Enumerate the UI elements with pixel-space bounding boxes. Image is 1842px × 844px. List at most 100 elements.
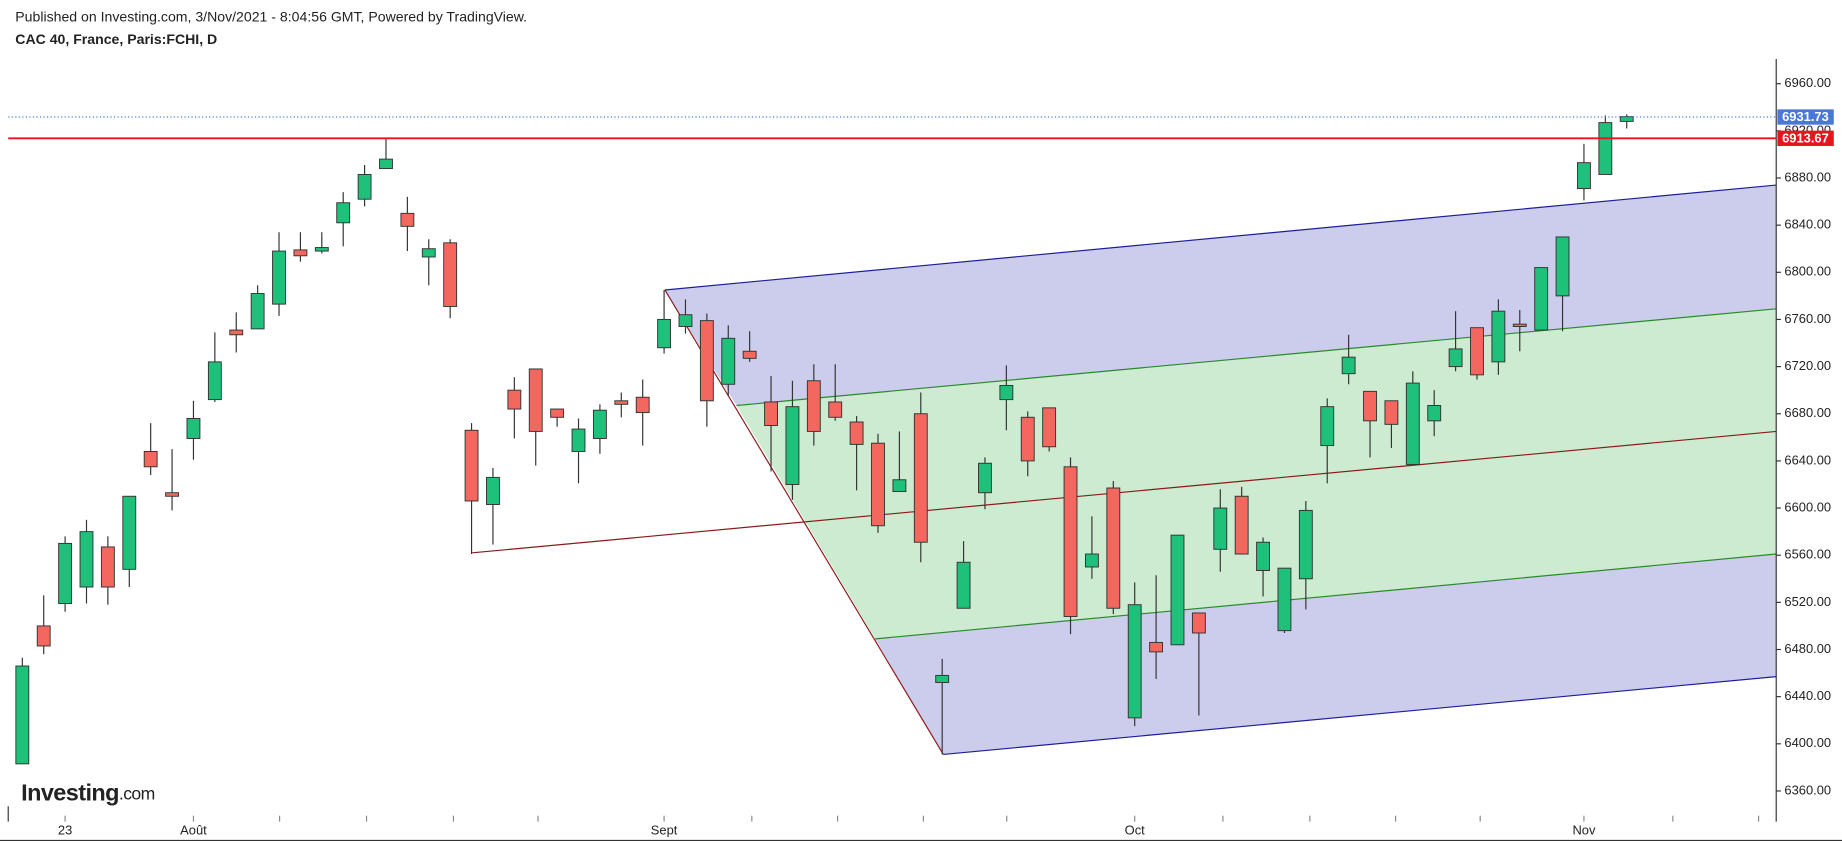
published-note: Published on Investing.com, 3/Nov/2021 -… bbox=[15, 8, 527, 24]
y-tick-label: 6840.00 bbox=[1784, 217, 1831, 232]
x-tick-label: Août bbox=[180, 822, 207, 837]
candle-body bbox=[507, 389, 522, 410]
candle-body bbox=[1084, 553, 1099, 568]
pitchfork-inner-line bbox=[736, 308, 1777, 407]
candle-body bbox=[250, 293, 265, 330]
candle-body bbox=[935, 674, 950, 683]
candle-body bbox=[357, 173, 372, 200]
candle-body bbox=[1127, 604, 1142, 719]
candles bbox=[15, 114, 1634, 765]
y-tick-label: 6640.00 bbox=[1784, 452, 1831, 467]
candle-body bbox=[1106, 487, 1121, 609]
candle-body bbox=[978, 462, 992, 494]
y-tick-label: 6520.00 bbox=[1784, 594, 1831, 609]
y-tick-label: 6560.00 bbox=[1784, 547, 1831, 562]
pitchfork-upper-line bbox=[664, 184, 1777, 291]
candle-body bbox=[999, 384, 1014, 401]
candle-body bbox=[1577, 162, 1591, 190]
y-tick-label: 6600.00 bbox=[1784, 499, 1831, 514]
candle-body bbox=[956, 561, 971, 609]
candle-body bbox=[165, 492, 179, 497]
candle-body bbox=[1149, 641, 1164, 653]
candle-body bbox=[806, 380, 821, 432]
candle-body bbox=[100, 546, 115, 588]
pitchfork-lower-line bbox=[943, 676, 1777, 756]
candle-body bbox=[528, 368, 543, 432]
candle-body bbox=[1491, 310, 1506, 363]
y-tick-label: 6760.00 bbox=[1784, 311, 1831, 326]
candle-body bbox=[15, 665, 30, 765]
candle-body bbox=[421, 248, 436, 258]
candle-body bbox=[742, 350, 757, 359]
candle-body bbox=[1277, 567, 1292, 632]
candle-body bbox=[186, 417, 201, 439]
candle-body bbox=[635, 396, 650, 414]
candle-body bbox=[1298, 509, 1313, 580]
candle-body bbox=[36, 625, 51, 647]
candle-body bbox=[892, 479, 907, 493]
candle-body bbox=[1512, 323, 1527, 327]
candle-body bbox=[1427, 405, 1442, 422]
logo: Investing.com bbox=[21, 780, 155, 806]
pitchfork-middle-zone bbox=[736, 308, 1777, 639]
candle-body bbox=[293, 249, 308, 257]
candle-body bbox=[592, 409, 607, 439]
candle-body bbox=[1320, 406, 1335, 447]
candle-body bbox=[871, 442, 885, 527]
candle-body bbox=[443, 242, 458, 307]
candle-body bbox=[1170, 534, 1185, 646]
candle-body bbox=[1405, 382, 1420, 465]
price-label-box bbox=[1777, 130, 1834, 146]
price-label-box bbox=[1777, 109, 1834, 125]
candle-body bbox=[207, 361, 222, 401]
pitchfork bbox=[472, 184, 1777, 756]
candle-body bbox=[764, 401, 778, 427]
candle-body bbox=[913, 413, 928, 543]
candle-body bbox=[58, 542, 73, 605]
candle-body bbox=[1234, 495, 1249, 555]
logo-name: Investing bbox=[21, 780, 119, 806]
y-tick-label: 6360.00 bbox=[1784, 782, 1831, 797]
candle-body bbox=[657, 318, 672, 349]
candle-body bbox=[122, 495, 137, 570]
candle-body bbox=[1448, 348, 1463, 368]
candle-body bbox=[1341, 356, 1356, 375]
price-label: 6913.67 bbox=[1782, 130, 1829, 145]
y-tick-label: 6440.00 bbox=[1784, 688, 1831, 703]
candle-body bbox=[1256, 541, 1270, 571]
candle-body bbox=[678, 314, 693, 327]
candle-body bbox=[550, 408, 565, 418]
x-tick-label: 23 bbox=[58, 822, 72, 837]
candle-body bbox=[1555, 236, 1570, 297]
candle-body bbox=[379, 158, 393, 170]
y-tick-label: 6720.00 bbox=[1784, 358, 1831, 373]
candle-body bbox=[314, 247, 329, 252]
candle-body bbox=[272, 250, 286, 305]
candle-body bbox=[1063, 466, 1078, 617]
candle-body bbox=[1020, 416, 1035, 462]
y-tick-label: 6480.00 bbox=[1784, 641, 1831, 656]
y-tick-label: 6680.00 bbox=[1784, 405, 1831, 420]
x-tick-label: Nov bbox=[1572, 822, 1595, 837]
candle-body bbox=[400, 212, 415, 227]
candle-body bbox=[143, 450, 158, 468]
candle-body bbox=[1191, 612, 1206, 634]
candle-body bbox=[79, 531, 94, 588]
candle-body bbox=[1534, 267, 1549, 331]
pitchfork-lower-zone bbox=[875, 554, 1777, 755]
pitchfork-inner-line bbox=[875, 553, 1777, 640]
candle-body bbox=[1384, 400, 1399, 425]
candle-body bbox=[614, 400, 629, 405]
candle-body bbox=[828, 401, 843, 418]
logo-suffix: .com bbox=[119, 783, 155, 803]
y-tick-label: 6400.00 bbox=[1784, 735, 1831, 750]
candle-body bbox=[229, 329, 244, 336]
pitchfork-upper-zone bbox=[664, 185, 1777, 406]
x-tick-label: Sept bbox=[651, 822, 678, 837]
x-tick-label: Oct bbox=[1125, 822, 1145, 837]
candle-body bbox=[486, 476, 500, 505]
candle-body bbox=[336, 202, 351, 224]
candle-body bbox=[785, 406, 800, 485]
